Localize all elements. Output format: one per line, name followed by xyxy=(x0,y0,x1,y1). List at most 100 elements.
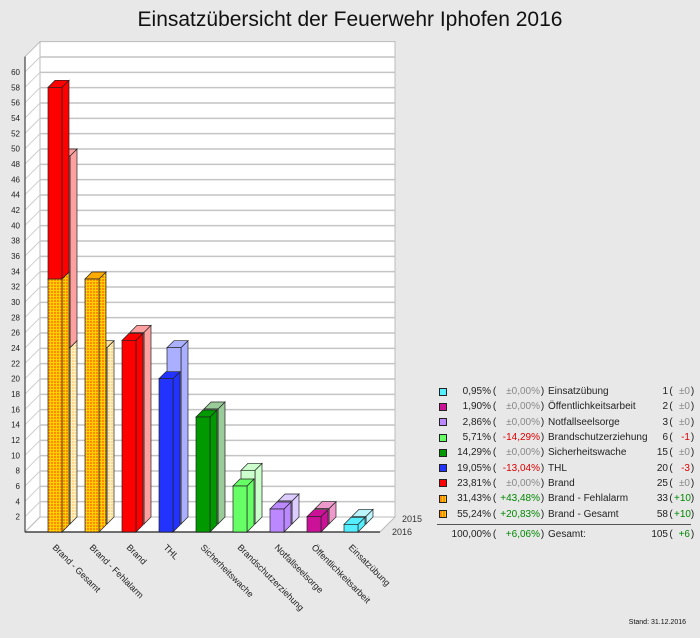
legend-paren: ( xyxy=(492,528,497,540)
legend-count: 3 xyxy=(662,416,668,428)
y-tick-label: 54 xyxy=(11,114,20,123)
bar-2016-brand-gesamt-brand xyxy=(47,79,70,280)
chart-title: Einsatzübersicht der Feuerwehr Iphofen 2… xyxy=(137,8,563,31)
legend-count: 58 xyxy=(656,508,668,520)
gridline-diagonal xyxy=(24,209,41,226)
gridline-diagonal xyxy=(24,424,41,441)
legend-paren: ( xyxy=(669,386,673,398)
y-tick-label: 46 xyxy=(11,175,20,184)
gridline-diagonal xyxy=(24,71,41,88)
bar-2016-6 xyxy=(269,501,292,533)
bar-2016-brand-gesamt-fehlalarm-front xyxy=(47,278,63,533)
legend-row: 19,05%(-13,04%) THL 20(-3) xyxy=(437,460,699,475)
bar-2016-2 xyxy=(121,332,144,533)
stand-date: Stand: 31.12.2016 xyxy=(628,619,686,626)
legend-total-change: +6,06% xyxy=(505,528,540,540)
legend-paren: ) xyxy=(690,528,695,540)
legend-swatch xyxy=(439,433,447,442)
bar-2016-5 xyxy=(232,478,255,533)
bar-2015-3-side xyxy=(180,339,189,525)
gridline-diagonal xyxy=(24,194,41,211)
legend-total-count: 105 xyxy=(651,528,668,540)
gridline-diagonal xyxy=(24,501,41,518)
y-tick-label: 30 xyxy=(11,298,20,307)
legend-divider xyxy=(437,523,691,525)
legend-swatch xyxy=(439,464,447,473)
depth-label-2015: 2015 xyxy=(402,514,422,524)
legend-paren: ) xyxy=(690,432,695,444)
gridline-diagonal xyxy=(24,470,41,487)
gridline-diagonal xyxy=(24,286,41,303)
bar-2016-1-front xyxy=(84,278,100,533)
legend-row: 55,24%(+20,83%) Brand - Gesamt 58(+10) xyxy=(437,506,699,521)
legend-paren: ( xyxy=(492,401,497,413)
gridline-diagonal xyxy=(24,87,41,104)
legend: 0,95%(±0,00%) Einsatzübung 1(±0) 1,90%(±0,0… xyxy=(437,384,699,542)
legend-paren: ( xyxy=(492,432,497,444)
legend-paren: ) xyxy=(540,401,545,413)
legend-paren: ) xyxy=(540,416,545,428)
y-tick-label: 2 xyxy=(16,513,21,522)
y-tick-label: 60 xyxy=(11,68,20,77)
legend-change: ±0,00% xyxy=(506,447,540,459)
y-tick-label: 24 xyxy=(11,344,20,353)
bar-2015-5-side xyxy=(254,462,263,525)
y-tick-label: 32 xyxy=(11,283,20,292)
legend-total-label: Gesamt: xyxy=(548,528,586,540)
legend-name: Sicherheitswache xyxy=(548,447,627,459)
legend-paren: ) xyxy=(690,493,695,505)
legend-row: 0,95%(±0,00%) Einsatzübung 1(±0) xyxy=(437,384,699,399)
legend-row: 1,90%(±0,00%) Öffentlichkeitsarbeit 2(±0) xyxy=(437,399,699,414)
legend-paren: ) xyxy=(690,416,695,428)
legend-percent: 2,86% xyxy=(462,416,491,428)
legend-paren: ( xyxy=(492,462,497,474)
legend-delta: -1 xyxy=(681,432,690,444)
legend-row: 2,86%(±0,00%) Notfallseelsorge 3(±0) xyxy=(437,415,699,430)
gridline-diagonal xyxy=(24,117,41,134)
gridline-diagonal xyxy=(24,455,41,472)
legend-paren: ) xyxy=(690,386,695,398)
y-tick-label: 34 xyxy=(11,267,20,276)
legend-count: 1 xyxy=(662,386,668,398)
legend-delta: ±0 xyxy=(678,386,690,398)
legend-percent: 55,24% xyxy=(457,508,491,520)
bar-2015-2-side xyxy=(143,324,152,525)
y-tick-label: 22 xyxy=(11,359,20,368)
y-tick-label: 48 xyxy=(11,160,20,169)
bar-2016-4-side xyxy=(209,409,218,533)
legend-name: Öffentlichkeitsarbeit xyxy=(548,401,636,413)
legend-count: 6 xyxy=(662,432,668,444)
legend-change: ±0,00% xyxy=(506,416,540,428)
y-tick-label: 14 xyxy=(11,421,20,430)
legend-paren: ) xyxy=(690,462,695,474)
legend-paren: ( xyxy=(492,447,497,459)
bar-2016-8 xyxy=(343,516,366,533)
legend-count: 25 xyxy=(656,477,668,489)
legend-paren: ( xyxy=(669,462,673,474)
legend-swatch xyxy=(439,418,447,427)
gridline-diagonal xyxy=(24,409,41,426)
x-category-label: THL xyxy=(162,542,181,561)
y-tick-label: 20 xyxy=(11,375,20,384)
bar-2016-5-side xyxy=(246,478,255,533)
legend-paren: ( xyxy=(492,508,497,520)
legend-count: 20 xyxy=(656,462,668,474)
legend-total-delta: +6 xyxy=(678,528,690,540)
bar-2016-7-front xyxy=(306,516,322,533)
legend-name: THL xyxy=(548,462,567,474)
gridline-diagonal xyxy=(24,240,41,257)
gridline-diagonal xyxy=(24,347,41,364)
legend-swatch xyxy=(439,387,447,396)
legend-change: -13,04% xyxy=(502,462,540,474)
y-tick-label: 42 xyxy=(11,206,20,215)
legend-row: 23,81%(±0,00%) Brand 25(±0) xyxy=(437,476,699,491)
y-tick-label: 38 xyxy=(11,237,20,246)
gridline-diagonal xyxy=(24,133,41,150)
bar-2016-2-side xyxy=(135,332,144,533)
legend-percent: 14,29% xyxy=(457,447,491,459)
bar-2015-4-side xyxy=(217,401,226,525)
legend-total-percent: 100,00% xyxy=(451,528,491,540)
gridline-diagonal xyxy=(24,225,41,242)
gridline-diagonal xyxy=(24,301,41,318)
legend-name: Brandschutzerziehung xyxy=(548,432,648,444)
